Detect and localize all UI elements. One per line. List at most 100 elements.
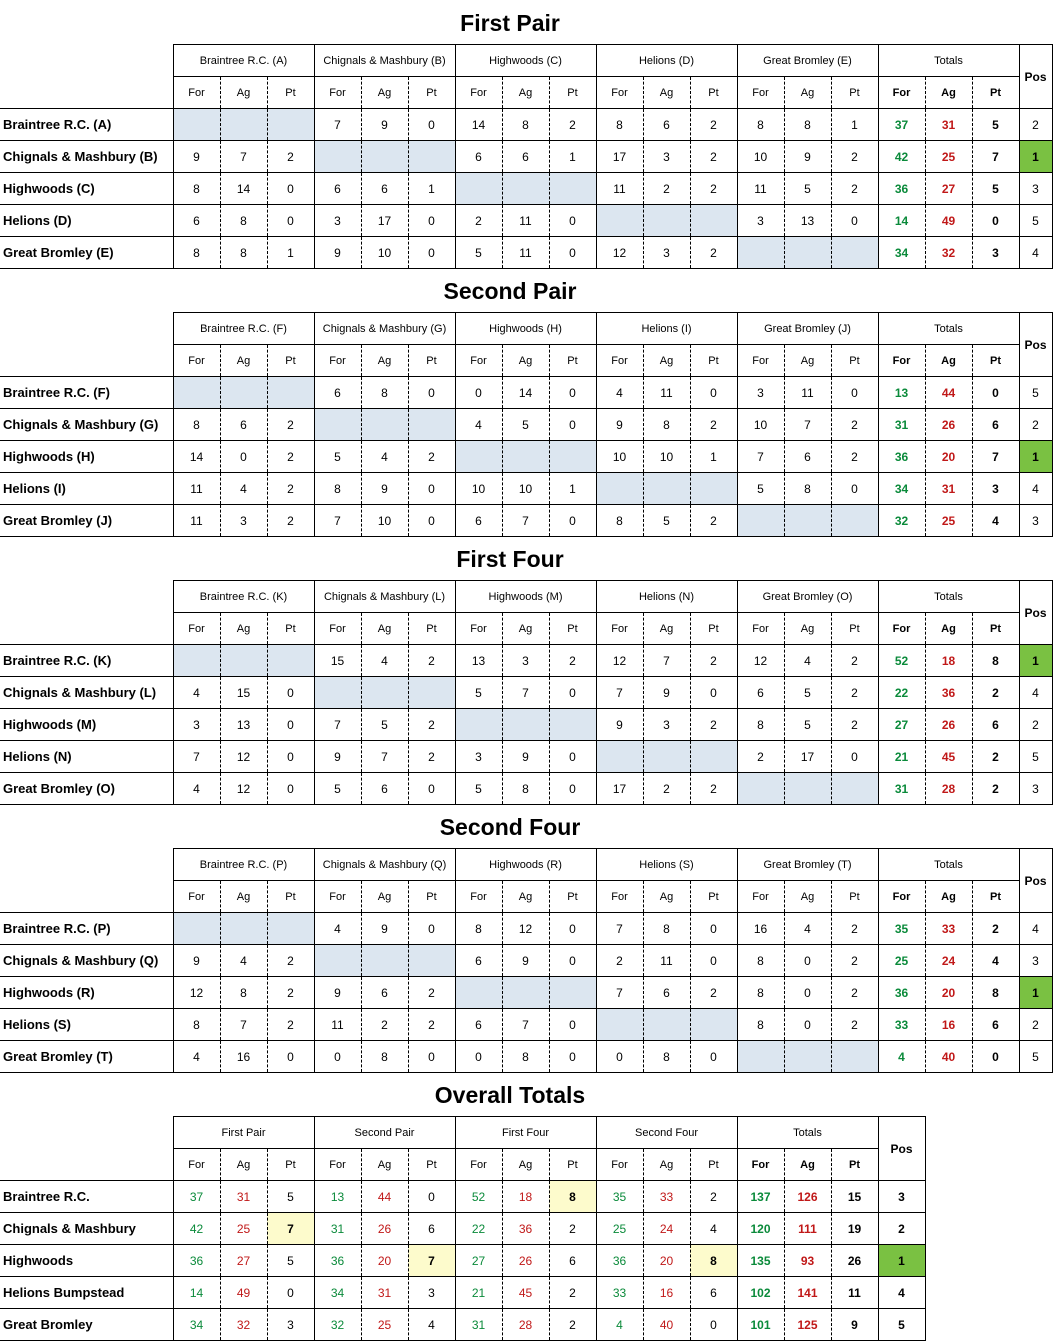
for-cell: 9 [172, 944, 221, 977]
empty-cell [313, 408, 362, 441]
total-points: 5 [971, 108, 1020, 141]
for-cell: 5 [313, 772, 362, 805]
results-section: First Four Braintree R.C. (K) Chignals & M… [0, 536, 1053, 805]
empty-cell [642, 1008, 691, 1041]
column-header-for: For [736, 880, 785, 913]
against-cell: 8 [501, 772, 550, 805]
points-cell: 2 [830, 976, 879, 1009]
results-section: First Pair Braintree R.C. (A) Chignals & M… [0, 0, 1053, 269]
empty-cell [407, 944, 456, 977]
points-cell: 0 [548, 376, 597, 409]
column-header-pt: Pt [830, 880, 879, 913]
against-cell: 6 [642, 976, 691, 1009]
for-cell: 8 [736, 108, 785, 141]
position-cell: 5 [1018, 204, 1053, 237]
column-header-pt: Pt [266, 880, 315, 913]
points-cell: 6 [407, 1212, 456, 1245]
total-against: 93 [783, 1244, 832, 1277]
for-cell: 8 [454, 912, 503, 945]
points-cell: 2 [689, 1180, 738, 1213]
total-against: 126 [783, 1180, 832, 1213]
points-cell: 0 [407, 472, 456, 505]
table-row: Braintree R.C. (F) 6 8 0 0 14 0 4 11 0 3 11 0 13 44 0 5 [0, 376, 1053, 409]
group-header: Braintree R.C. (F) [172, 312, 315, 345]
for-cell: 16 [736, 912, 785, 945]
for-cell: 9 [595, 408, 644, 441]
column-header-pt: Pt [407, 612, 456, 645]
points-cell: 2 [266, 140, 315, 173]
points-cell: 0 [548, 912, 597, 945]
for-cell: 31 [454, 1308, 503, 1341]
empty-cell [830, 236, 879, 269]
column-header-for: For [454, 1148, 503, 1181]
pos-header: Pos [1018, 580, 1053, 645]
position-cell: 4 [877, 1276, 926, 1309]
column-header-ag: Ag [924, 880, 973, 913]
group-header: Highwoods (H) [454, 312, 597, 345]
column-header-for: For [877, 344, 926, 377]
points-cell: 0 [266, 708, 315, 741]
total-for: 4 [877, 1040, 926, 1073]
points-cell: 0 [548, 1008, 597, 1041]
for-cell: 11 [172, 504, 221, 537]
against-cell: 10 [360, 236, 409, 269]
total-against: 111 [783, 1212, 832, 1245]
points-cell: 3 [407, 1276, 456, 1309]
points-cell: 0 [266, 1040, 315, 1073]
column-header-for: For [595, 1148, 644, 1181]
column-header-ag: Ag [501, 1148, 550, 1181]
points-cell: 0 [689, 1308, 738, 1341]
column-header-ag: Ag [642, 612, 691, 645]
results-table: Braintree R.C. (P) Chignals & Mashbury (Q… [0, 848, 1053, 1073]
totals-header: Totals [877, 312, 1020, 345]
empty-cell [219, 912, 268, 945]
column-header-ag: Ag [783, 344, 832, 377]
for-cell: 14 [172, 1276, 221, 1309]
table-row: Braintree R.C. (K) 15 4 2 13 3 2 12 7 2 12 4 2 52 18 8 1 [0, 644, 1053, 677]
points-cell: 0 [548, 408, 597, 441]
position-cell: 4 [1018, 236, 1053, 269]
points-cell: 1 [548, 140, 597, 173]
total-for: 102 [736, 1276, 785, 1309]
column-header-ag: Ag [219, 1148, 268, 1181]
against-cell: 5 [783, 676, 832, 709]
table-row: Chignals & Mashbury (L) 4 15 0 5 7 0 7 9 0 6 5 2 22 36… [0, 676, 1053, 709]
column-header-pt: Pt [266, 1148, 315, 1181]
empty-cell [642, 472, 691, 505]
column-header-ag: Ag [360, 880, 409, 913]
column-header-pt: Pt [689, 612, 738, 645]
table-row: Helions (D) 6 8 0 3 17 0 2 11 0 3 13 0 14 49 0 5 [0, 204, 1053, 237]
totals-header: Totals [877, 580, 1020, 613]
group-header: Highwoods (M) [454, 580, 597, 613]
group-header: Braintree R.C. (K) [172, 580, 315, 613]
for-cell: 4 [595, 1308, 644, 1341]
table-row: Helions (N) 7 12 0 9 7 2 3 9 0 2 17 0 21 45 2 5 [0, 740, 1053, 773]
group-header: Chignals & Mashbury (G) [313, 312, 456, 345]
team-name: Braintree R.C. (K) [0, 644, 174, 677]
section-title: First Four [456, 546, 564, 572]
for-cell: 34 [313, 1276, 362, 1309]
empty-cell [642, 204, 691, 237]
total-points: 7 [971, 440, 1020, 473]
for-cell: 8 [313, 472, 362, 505]
total-against: 40 [924, 1040, 973, 1073]
total-points: 2 [971, 772, 1020, 805]
column-header-for: For [736, 76, 785, 109]
table-row: Helions (S) 8 7 2 11 2 2 6 7 0 8 0 2 33 16 6 2 [0, 1008, 1053, 1041]
empty-cell [830, 772, 879, 805]
position-cell: 1 [1018, 140, 1053, 173]
for-cell: 0 [313, 1040, 362, 1073]
for-cell: 2 [595, 944, 644, 977]
points-cell: 2 [830, 912, 879, 945]
team-name: Braintree R.C. [0, 1180, 174, 1213]
for-cell: 31 [313, 1212, 362, 1245]
table-row: Highwoods (C) 8 14 0 6 6 1 11 2 2 11 5 2 36 27 5 3 [0, 172, 1053, 205]
against-cell: 8 [783, 108, 832, 141]
points-cell: 2 [548, 644, 597, 677]
for-cell: 52 [454, 1180, 503, 1213]
empty-cell [219, 376, 268, 409]
group-header: Helions (I) [595, 312, 738, 345]
column-header-ag: Ag [501, 612, 550, 645]
against-cell: 9 [501, 944, 550, 977]
position-cell: 2 [1018, 708, 1053, 741]
